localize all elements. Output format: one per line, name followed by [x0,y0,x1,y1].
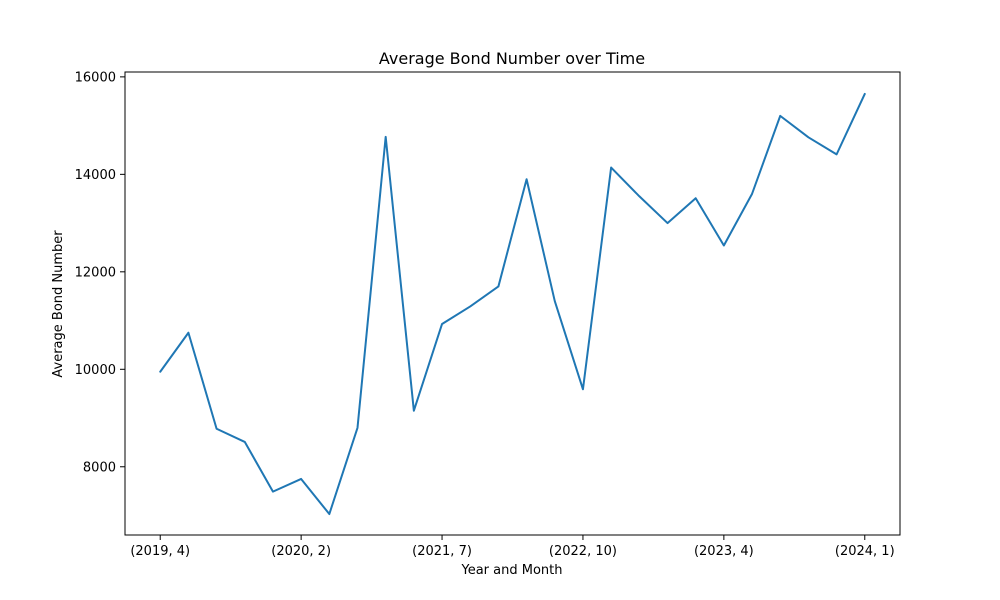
x-axis-label: Year and Month [461,563,563,578]
y-axis-label: Average Bond Number [51,230,66,378]
x-tick-label: (2021, 7) [412,544,472,559]
x-tick-label: (2023, 4) [694,544,754,559]
plot-area [159,92,866,516]
x-tick-label: (2022, 10) [549,544,617,559]
x-tick-label: (2019, 4) [130,544,190,559]
axes-frame [124,71,901,536]
y-tick-label: 16000 [75,70,116,85]
x-axis: (2019, 4) (2020, 2) (2021, 7) (2022, 10) (20… [130,535,895,559]
chart-title: Average Bond Number over Time [379,49,645,68]
x-tick-label: (2024, 1) [835,544,895,559]
y-tick-label: 14000 [75,168,116,183]
x-tick-label: (2020, 2) [271,544,331,559]
y-tick-label: 12000 [75,265,116,280]
y-tick-label: 10000 [75,363,116,378]
y-axis: 8000 10000 12000 14000 16000 [75,70,125,475]
series-line [159,92,866,516]
y-tick-label: 8000 [83,460,116,475]
